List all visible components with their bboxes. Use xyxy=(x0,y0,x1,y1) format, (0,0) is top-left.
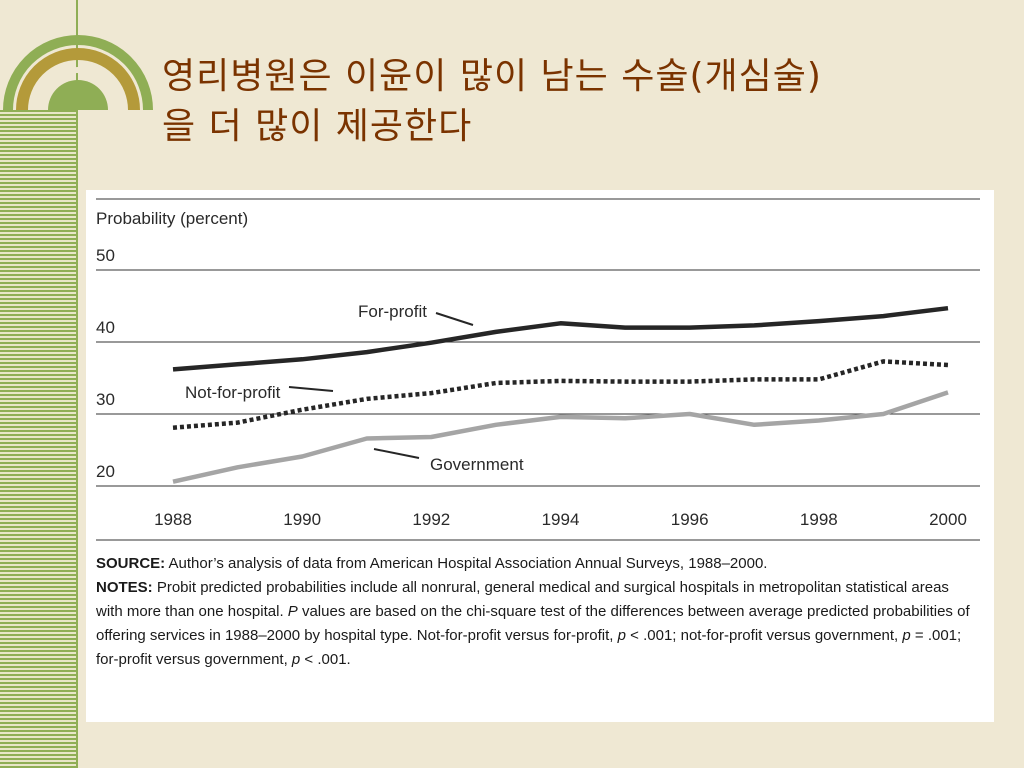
series-label-not-for-profit: Not-for-profit xyxy=(185,383,281,402)
decorative-arc-logo xyxy=(3,35,153,110)
y-tick-30: 30 xyxy=(96,390,115,409)
x-tick-1994: 1994 xyxy=(542,510,580,529)
notes-p1: p xyxy=(617,627,626,644)
notes-text-2: values are based on the chi-square test … xyxy=(96,603,970,644)
notes-p2: p xyxy=(902,627,911,644)
slide-title: 영리병원은 이윤이 많이 남는 수술(개심술) 을 더 많이 제공한다 xyxy=(162,52,1012,152)
series-label-for-profit: For-profit xyxy=(358,302,427,321)
x-tick-2000: 2000 xyxy=(929,510,967,529)
notes-text-3: < .001; not-for-profit versus government… xyxy=(626,627,903,644)
decorative-stripes xyxy=(0,110,76,768)
x-tick-1996: 1996 xyxy=(671,510,709,529)
series-leader-for-profit xyxy=(435,312,474,326)
notes-p3: p xyxy=(291,651,301,668)
series-line-government xyxy=(172,390,949,484)
x-tick-1992: 1992 xyxy=(412,510,450,529)
source-text: Author’s analysis of data from American … xyxy=(165,555,768,572)
notes-p-italic: P xyxy=(287,603,298,620)
series-leader-not-for-profit xyxy=(288,386,334,392)
series-line-for-profit xyxy=(172,305,949,372)
slide-title-line-1: 영리병원은 이윤이 많이 남는 수술(개심술) xyxy=(162,56,822,97)
notes-text-4: = .001; for-profit versus government, xyxy=(96,627,962,668)
x-tick-1998: 1998 xyxy=(800,510,838,529)
y-tick-20: 20 xyxy=(96,462,115,481)
notes-paragraph: NOTES: Probit predicted probabilities in… xyxy=(96,576,976,672)
notes-label: NOTES: xyxy=(96,579,153,596)
source-label: SOURCE: xyxy=(96,555,166,572)
series-label-government: Government xyxy=(430,455,524,474)
y-tick-40: 40 xyxy=(96,318,115,337)
chart-notes: SOURCE: Author’s analysis of data from A… xyxy=(96,552,976,672)
notes-text-5: < .001. xyxy=(300,651,351,668)
y-axis-label: Probability (percent) xyxy=(96,209,248,228)
source-note: SOURCE: Author’s analysis of data from A… xyxy=(96,552,976,576)
decorative-vertical-line xyxy=(76,0,78,768)
series-leader-government xyxy=(373,448,420,459)
line-chart: Probability (percent) 50 40 30 20 1988 1990 199… xyxy=(96,198,980,541)
x-tick-1990: 1990 xyxy=(283,510,321,529)
x-tick-1988: 1988 xyxy=(154,510,192,529)
slide-title-line-2: 을 더 많이 제공한다 xyxy=(162,106,473,147)
y-tick-50: 50 xyxy=(96,246,115,265)
notes-text-1: Probit predicted probabilities include a… xyxy=(96,579,949,620)
chart-panel: Probability (percent) 50 40 30 20 1988 1990 199… xyxy=(86,190,994,722)
